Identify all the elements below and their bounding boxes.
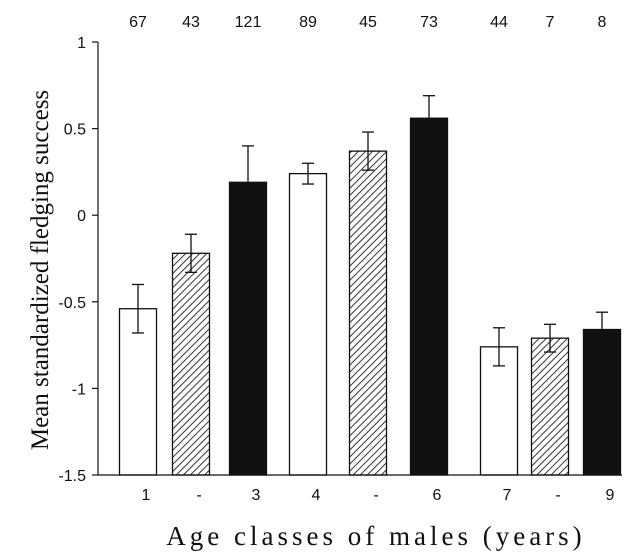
x-tick-label: - — [196, 487, 201, 504]
x-tick-label: - — [373, 487, 378, 504]
x-tick-label: 3 — [252, 487, 261, 504]
x-axis-label: Age classes of males (years) — [166, 521, 585, 551]
sample-size-labels: 67 43 121 89 45 73 44 7 8 — [129, 14, 606, 31]
y-tick-label: -1 — [72, 381, 86, 398]
sample-size-label: 44 — [490, 14, 508, 31]
bar — [582, 328, 622, 476]
bar — [171, 252, 211, 476]
bar — [228, 181, 268, 476]
bar — [288, 172, 328, 476]
bar — [530, 337, 570, 476]
bar — [118, 308, 158, 476]
y-tick-label: 0.5 — [64, 122, 86, 139]
x-tick-label: 6 — [433, 487, 442, 504]
y-tick-label: -0.5 — [58, 295, 86, 312]
y-tick-label: -1.5 — [58, 468, 86, 485]
y-axis-label: Mean standardized fledging success — [27, 90, 54, 450]
x-tick-label: 1 — [142, 487, 151, 504]
sample-size-label: 121 — [235, 14, 262, 31]
x-axis: 1 - 3 4 - 6 7 - 9 — [98, 474, 622, 504]
x-tick-label: 9 — [606, 487, 615, 504]
sample-size-label: 8 — [598, 14, 607, 31]
sample-size-label: 7 — [546, 14, 555, 31]
bar — [409, 117, 449, 476]
sample-size-label: 89 — [299, 14, 317, 31]
sample-size-label: 43 — [182, 14, 200, 31]
sample-size-label: 73 — [420, 14, 438, 31]
y-axis: 1 0.5 0 -0.5 -1 -1.5 — [58, 35, 99, 485]
x-tick-label: - — [555, 487, 560, 504]
bar — [348, 150, 388, 476]
bars — [118, 95, 622, 476]
x-tick-label: 7 — [503, 487, 512, 504]
y-tick-label: 1 — [77, 35, 86, 52]
sample-size-label: 45 — [359, 14, 377, 31]
sample-size-label: 67 — [129, 14, 147, 31]
x-tick-label: 4 — [312, 487, 321, 504]
y-tick-label: 0 — [77, 208, 86, 225]
